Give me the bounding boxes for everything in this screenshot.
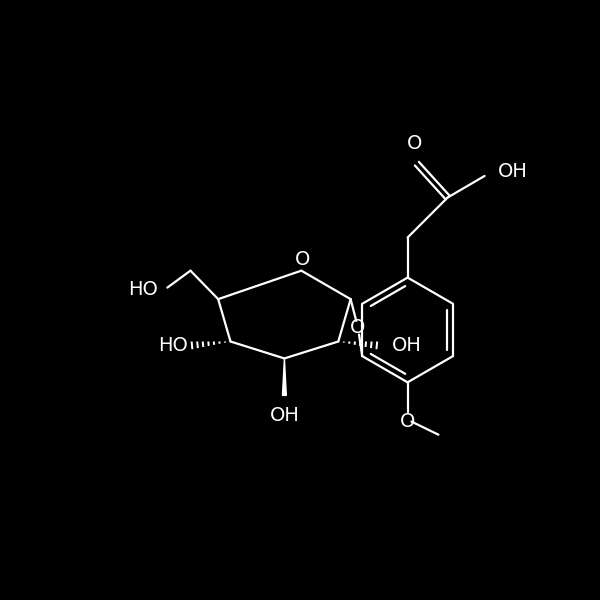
Text: HO: HO	[158, 336, 188, 355]
Text: HO: HO	[128, 280, 158, 299]
Text: O: O	[407, 134, 422, 153]
Text: OH: OH	[269, 406, 299, 425]
Text: O: O	[295, 250, 311, 269]
Polygon shape	[283, 358, 286, 395]
Text: O: O	[350, 318, 365, 337]
Text: OH: OH	[497, 162, 527, 181]
Text: O: O	[400, 412, 415, 431]
Text: OH: OH	[391, 336, 421, 355]
